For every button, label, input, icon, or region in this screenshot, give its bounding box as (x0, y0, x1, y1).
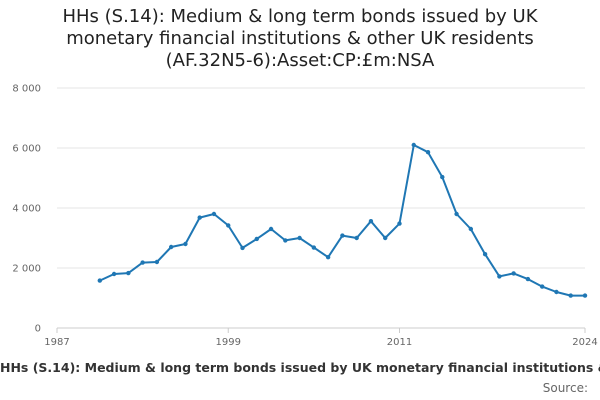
data-point[interactable] (325, 255, 331, 260)
y-tick-label: 8 000 (12, 84, 41, 95)
data-point[interactable] (511, 271, 516, 276)
data-point[interactable] (383, 235, 388, 241)
data-point[interactable] (297, 235, 302, 241)
x-tick-label: 2011 (387, 337, 412, 348)
data-point[interactable] (254, 236, 259, 242)
y-axis-labels: 0 2 000 4 000 6 000 8 000 (12, 84, 41, 335)
data-point[interactable] (283, 238, 288, 243)
data-point[interactable] (368, 219, 374, 224)
data-point[interactable] (397, 221, 402, 226)
data-point[interactable] (111, 271, 117, 277)
y-tick-label: 0 (35, 324, 41, 335)
data-point[interactable] (454, 211, 459, 217)
y-tick-label: 6 000 (12, 144, 41, 155)
x-tick-label: 1987 (44, 337, 69, 348)
data-point[interactable] (539, 284, 545, 289)
data-point[interactable] (126, 270, 131, 276)
data-point[interactable] (140, 260, 145, 265)
data-point[interactable] (211, 211, 217, 217)
data-point[interactable] (525, 276, 531, 282)
y-tick-label: 4 000 (12, 204, 41, 215)
series-line-group (97, 142, 588, 298)
data-point[interactable] (268, 226, 274, 232)
y-tick-label: 2 000 (12, 264, 41, 275)
data-point[interactable] (497, 274, 502, 279)
source-label: Source: (542, 381, 588, 395)
data-point[interactable] (440, 174, 445, 180)
data-point[interactable] (425, 150, 431, 155)
data-point[interactable] (97, 278, 103, 283)
x-axis (56, 327, 586, 333)
data-point[interactable] (340, 233, 345, 238)
data-point[interactable] (554, 289, 559, 295)
data-point[interactable] (582, 293, 588, 298)
data-point[interactable] (411, 142, 416, 148)
data-point[interactable] (226, 223, 231, 228)
data-point[interactable] (240, 245, 245, 251)
data-point[interactable] (183, 241, 188, 247)
data-point[interactable] (468, 226, 474, 232)
chart-title: HHs (S.14): Medium & long term bonds iss… (62, 6, 538, 71)
data-point[interactable] (154, 259, 160, 265)
gridlines (57, 87, 585, 269)
data-point[interactable] (568, 293, 573, 298)
data-point[interactable] (311, 245, 317, 250)
data-point[interactable] (168, 244, 174, 250)
data-point[interactable] (482, 252, 488, 257)
x-tick-label: 1999 (216, 337, 241, 348)
x-axis-labels: 1987 1999 2011 2024 (44, 337, 597, 348)
data-point[interactable] (354, 235, 359, 241)
data-point[interactable] (197, 215, 202, 220)
x-tick-label: 2024 (572, 337, 597, 348)
series-legend-label: HHs (S.14): Medium & long term bonds iss… (0, 360, 600, 375)
